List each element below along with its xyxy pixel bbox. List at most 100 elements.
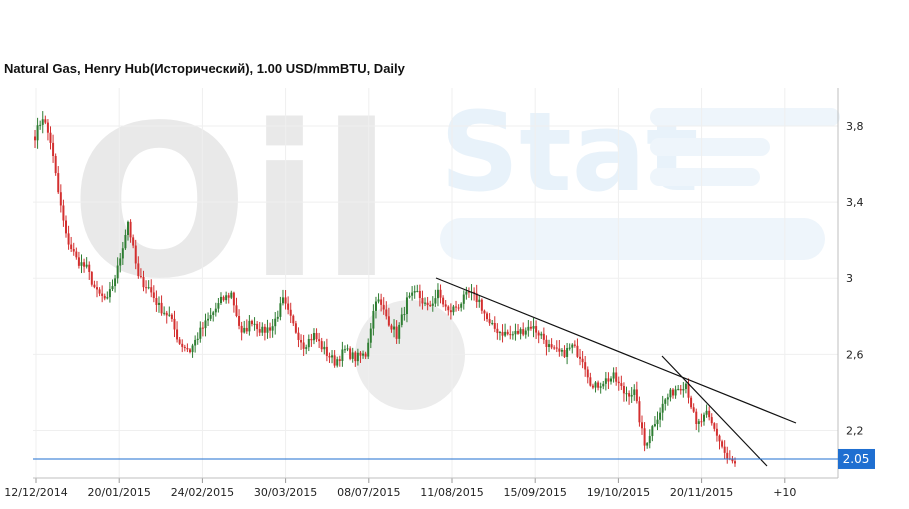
candle-body (336, 359, 339, 366)
candle-body (163, 312, 166, 314)
candle-body (573, 344, 576, 346)
candle-body (457, 307, 460, 309)
x-tick-label: 24/02/2015 (171, 486, 234, 499)
candle-body (49, 132, 52, 143)
candle-body (341, 349, 344, 361)
candle-body (617, 381, 620, 384)
candle-body (101, 293, 104, 296)
candle-body (411, 292, 414, 296)
candle-body (186, 348, 189, 350)
candle-body (173, 318, 176, 330)
candle-body (496, 328, 499, 334)
candle-body (372, 310, 375, 329)
candle-body (692, 407, 695, 412)
candle-body (656, 419, 659, 425)
candle-body (170, 314, 173, 319)
candle-body (362, 353, 365, 356)
candle-body (610, 378, 613, 382)
candle-body (258, 329, 261, 333)
candle-body (511, 334, 514, 336)
y-tick-label: 3,4 (846, 196, 864, 209)
candle-body (431, 303, 434, 306)
candle-body (129, 221, 132, 238)
candle-body (294, 323, 297, 333)
candle-body (152, 292, 155, 299)
candle-body (145, 287, 148, 289)
candle-body (607, 378, 610, 382)
candle-body (548, 344, 551, 347)
candle-body (498, 332, 501, 334)
candle-body (612, 372, 615, 379)
candle-body (560, 349, 563, 352)
candle-body (253, 323, 256, 325)
x-tick-label: 08/07/2015 (337, 486, 400, 499)
candle-body (429, 305, 432, 307)
candle-body (85, 264, 88, 267)
candle-body (219, 296, 222, 304)
candle-body (408, 295, 411, 298)
candle-body (194, 339, 197, 346)
candle-body (382, 304, 385, 310)
candle-body (201, 327, 204, 329)
y-tick-label: 3 (846, 272, 853, 285)
grid-lines (33, 88, 838, 483)
candle-body (124, 234, 127, 249)
candle-body (359, 352, 362, 356)
candle-body (310, 338, 313, 341)
candle-body (380, 299, 383, 305)
candle-body (284, 297, 287, 304)
candle-body (333, 355, 336, 366)
candle-body (628, 393, 631, 397)
current-price-label: 2.05 (843, 452, 870, 466)
candle-body (597, 382, 600, 388)
candle-body (90, 271, 93, 285)
candle-body (320, 341, 323, 350)
candle-body (98, 289, 101, 294)
candle-body (349, 348, 352, 359)
candle-body (248, 320, 251, 332)
candle-body (413, 291, 416, 293)
candle-body (705, 410, 708, 415)
candle-body (214, 308, 217, 313)
candle-body (400, 314, 403, 325)
candle-body (238, 316, 241, 326)
candle-body (679, 388, 682, 391)
candle-body (579, 356, 582, 359)
candle-body (449, 310, 452, 313)
candle-body (708, 410, 711, 418)
candle-body (566, 348, 569, 357)
candle-body (160, 302, 163, 314)
candle-body (230, 292, 233, 298)
candle-body (325, 346, 328, 356)
candle-body (424, 302, 427, 304)
candle-body (509, 334, 512, 336)
candle-body (638, 401, 641, 423)
candle-body (568, 347, 571, 349)
candle-body (59, 192, 62, 206)
candle-body (398, 324, 401, 339)
candle-body (165, 312, 168, 316)
candle-body (519, 329, 522, 334)
candle-body (377, 299, 380, 302)
x-tick-label: 12/12/2014 (4, 486, 67, 499)
candle-body (305, 347, 308, 349)
candle-body (390, 325, 393, 330)
candle-body (697, 421, 700, 424)
candle-body (351, 352, 354, 359)
candle-body (669, 389, 672, 398)
watermark-stripe-3 (650, 168, 760, 186)
candle-body (289, 309, 292, 316)
candle-body (501, 332, 504, 336)
candle-body (111, 286, 114, 290)
candle-body (439, 289, 442, 298)
candle-body (232, 292, 235, 306)
candle-body (550, 344, 553, 348)
candle-body (599, 386, 602, 388)
candle-body (80, 262, 83, 266)
candle-body (591, 385, 594, 388)
candle-body (276, 316, 279, 319)
candle-body (108, 289, 111, 298)
candle-body (473, 291, 476, 294)
candle-body (672, 389, 675, 396)
candle-body (418, 290, 421, 299)
